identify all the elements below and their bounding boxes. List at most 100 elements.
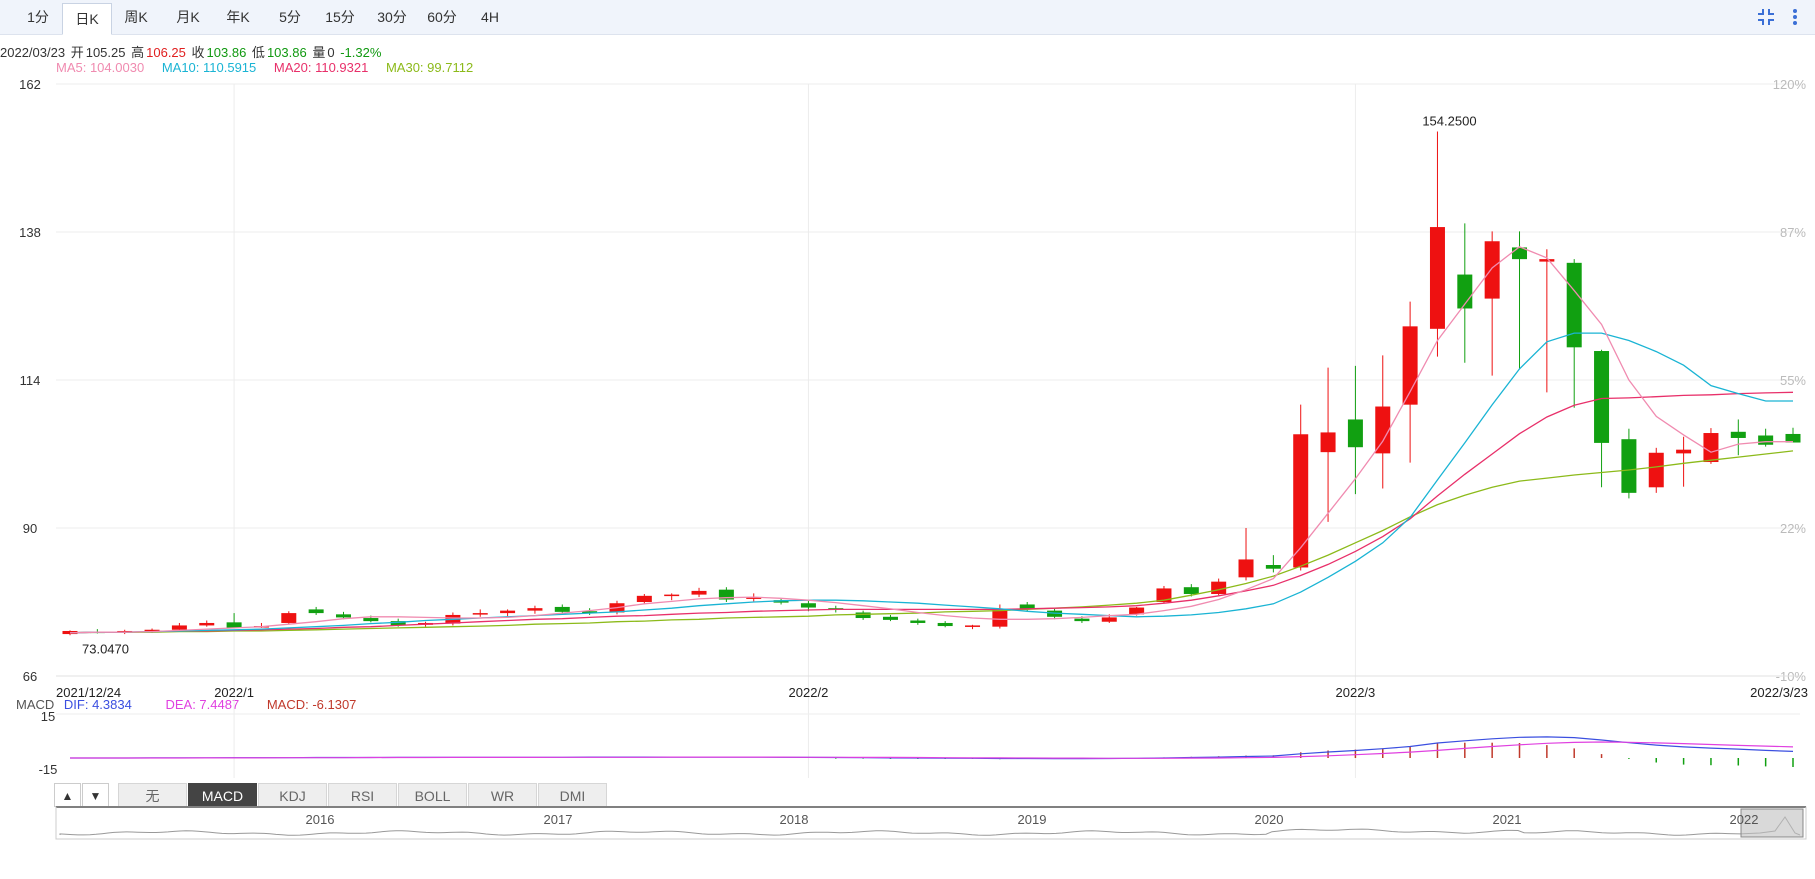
tab-2[interactable]: 周K [124, 9, 148, 25]
candle-body [1539, 259, 1555, 262]
x-tick-label: 2022/3 [1336, 685, 1376, 700]
tab-4[interactable]: 年K [226, 9, 250, 25]
tab-1[interactable]: 日K [62, 3, 112, 35]
indicator-tab-4[interactable]: BOLL [398, 783, 467, 807]
low-value: 103.86 [266, 45, 307, 60]
close-label: 收 [191, 45, 205, 60]
candle-body [199, 622, 215, 626]
ma10-line [69, 332, 1793, 634]
tab-3[interactable]: 月K [176, 9, 200, 25]
candle-body [144, 629, 160, 632]
candle-body [664, 594, 680, 597]
candle-body [718, 589, 734, 600]
candlestick-chart[interactable]: 1621381149066120%87%55%22%-10%2021/12/24… [0, 0, 1815, 780]
candle-body [965, 625, 981, 627]
max-price-label: 154.2500 [1422, 113, 1476, 128]
candle-body [1156, 588, 1172, 602]
candle-body [1566, 262, 1582, 348]
info-date: 2022/03/23 [0, 45, 66, 60]
volume-value: 0 [327, 45, 335, 60]
dif-line [70, 736, 1794, 760]
candle-body [1484, 241, 1500, 299]
period-tab-bar: 1分 日K 周K 月K 年K 5分 15分 30分 60分 4H [0, 0, 1815, 35]
scroll-up-button[interactable]: ▲ [54, 783, 81, 807]
y-tick-label: 138 [19, 225, 41, 240]
candle-body [1238, 559, 1254, 578]
time-navigator[interactable]: 2016 2017 2018 2019 2020 2021 2022 [0, 805, 1815, 845]
candle-body [855, 612, 871, 619]
navigator-year-label: 2019 [1018, 812, 1047, 827]
macd-tick-label: -15 [39, 762, 58, 777]
high-value: 106.25 [146, 45, 186, 60]
x-tick-label: 2022/2 [789, 685, 829, 700]
dea-line [70, 741, 1794, 759]
navigator-frame [55, 806, 1807, 840]
candle-body [1785, 433, 1801, 443]
candle-body [363, 618, 379, 622]
indicator-tab-3[interactable]: RSI [328, 783, 397, 807]
navigator-year-label: 2022 [1730, 812, 1759, 827]
macd-indicator-label: MACD [16, 697, 55, 712]
candle-body [390, 621, 406, 626]
x-tick-label: 2022/1 [214, 685, 254, 700]
candle-body [1429, 227, 1445, 329]
open-label: 开 [70, 45, 84, 60]
candle-body [1621, 439, 1637, 493]
pct-tick-label: 87% [1780, 225, 1806, 240]
navigator-series-line [59, 816, 1801, 836]
candle-body [1293, 434, 1309, 568]
indicator-tab-1[interactable]: MACD [188, 783, 257, 807]
tab-0[interactable]: 1分 [27, 9, 49, 25]
candle-body [1730, 431, 1746, 438]
more-vertical-icon[interactable] [1789, 6, 1801, 28]
indicator-tab-2[interactable]: KDJ [258, 783, 327, 807]
candle-body [1648, 452, 1664, 488]
candle-body [500, 610, 516, 614]
scroll-down-button[interactable]: ▼ [82, 783, 109, 807]
y-tick-label: 114 [20, 373, 41, 388]
indicator-tab-0[interactable]: 无 [118, 783, 187, 807]
candle-body [1265, 565, 1281, 569]
high-label: 高 [131, 45, 145, 60]
tab-7[interactable]: 30分 [377, 9, 407, 25]
tab-9[interactable]: 4H [481, 9, 499, 25]
candle-body [171, 625, 187, 630]
tab-5[interactable]: 5分 [279, 9, 301, 25]
macd-legend: MACD DIF: 4.3834 DEA: 7.4487 MACD: -6.13… [16, 697, 358, 712]
y-tick-label: 162 [19, 77, 41, 92]
candle-body [1758, 435, 1774, 445]
candle-body [746, 597, 762, 599]
candle-body [281, 613, 297, 623]
pct-tick-label: 120% [1773, 77, 1807, 92]
pct-tick-label: 55% [1780, 373, 1806, 388]
indicator-tab-6[interactable]: DMI [538, 783, 607, 807]
x-tick-label: 2021/12/24 [56, 685, 121, 700]
candle-body [1320, 432, 1336, 453]
candle-body [308, 609, 324, 614]
dea-legend: DEA: 7.4487 [165, 697, 240, 712]
candle-body [1101, 617, 1117, 622]
pct-tick-label: 22% [1780, 521, 1806, 536]
candle-body [1129, 607, 1145, 615]
candle-body [1375, 406, 1391, 454]
x-tick-label: 2022/3/23 [1750, 685, 1808, 700]
tab-8[interactable]: 60分 [427, 9, 457, 25]
navigator-year-label: 2021 [1493, 812, 1522, 827]
indicator-tab-5[interactable]: WR [468, 783, 537, 807]
tab-6[interactable]: 15分 [325, 9, 355, 25]
navigator-year-label: 2018 [780, 812, 809, 827]
candle-body [1676, 449, 1692, 454]
macd-value-legend: MACD: -6.1307 [266, 697, 357, 712]
candle-body [1211, 581, 1227, 594]
candle-body [1019, 604, 1035, 610]
low-label: 低 [251, 45, 265, 60]
change-value: -1.32% [340, 45, 382, 60]
candle-body [1074, 618, 1090, 622]
navigator-year-label: 2016 [306, 812, 335, 827]
ma30-line [69, 450, 1794, 634]
collapse-icon[interactable] [1755, 6, 1777, 28]
candle-body [527, 608, 543, 611]
candle-body [636, 595, 652, 602]
ma-legend: MA5: 104.0030 MA10: 110.5915 MA20: 110.9… [56, 60, 475, 75]
candle-body [1703, 433, 1719, 463]
